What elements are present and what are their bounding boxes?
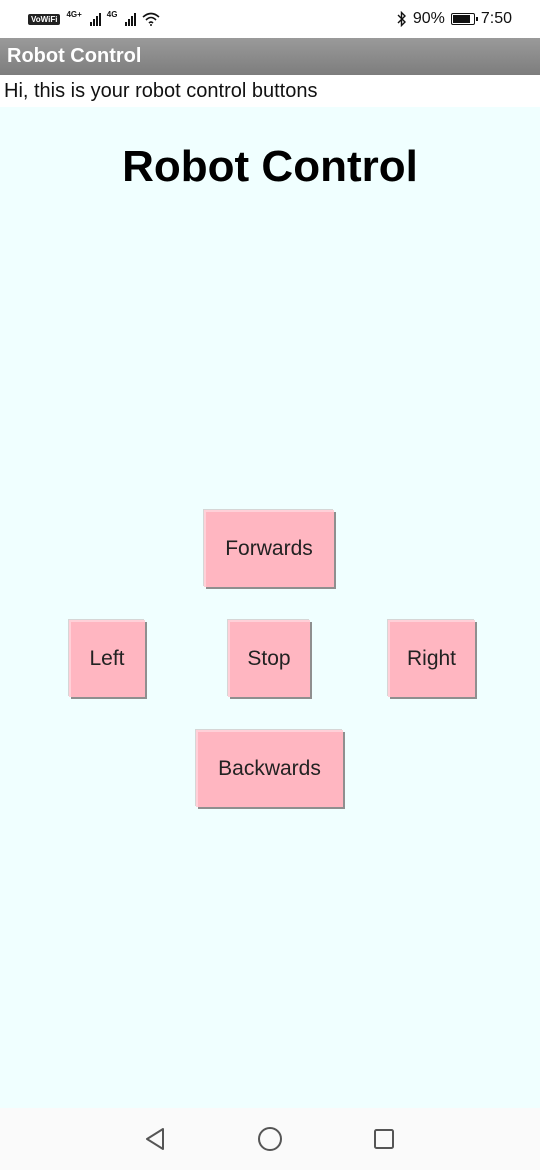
stop-button[interactable]: Stop [228,620,310,697]
signal-icon [125,12,137,26]
app-bar: Robot Control [0,38,540,75]
battery-icon [450,13,478,25]
home-icon [258,1127,282,1151]
sim1-network-label: 4G+ [66,10,82,19]
signal-icon [89,12,101,26]
home-button[interactable] [253,1122,287,1156]
nav-bar [0,1108,540,1170]
bluetooth-icon [397,11,406,27]
battery-percent: 90% [412,10,445,27]
status-right: 90% 7:50 [397,10,512,28]
status-bar: VoWiFi 4G+ 4G 90% 7:50 [0,0,540,38]
vowifi-badge: VoWiFi [28,13,61,25]
status-left: VoWiFi 4G+ 4G [28,10,160,26]
recents-icon [374,1129,394,1149]
right-button[interactable]: Right [388,620,475,697]
left-button[interactable]: Left [69,620,145,697]
app-title: Robot Control [7,45,142,67]
forwards-button[interactable]: Forwards [204,510,334,587]
sim2-network-label: 4G [106,10,118,19]
backwards-button[interactable]: Backwards [196,730,343,807]
battery-fill [452,15,470,23]
wifi-icon [142,12,160,26]
clock: 7:50 [480,10,512,27]
subtitle-label: Hi, this is your robot control buttons [0,75,540,107]
back-icon [146,1128,164,1150]
back-button[interactable] [138,1122,172,1156]
page-title: Robot Control [122,142,418,191]
recents-button[interactable] [367,1122,401,1156]
